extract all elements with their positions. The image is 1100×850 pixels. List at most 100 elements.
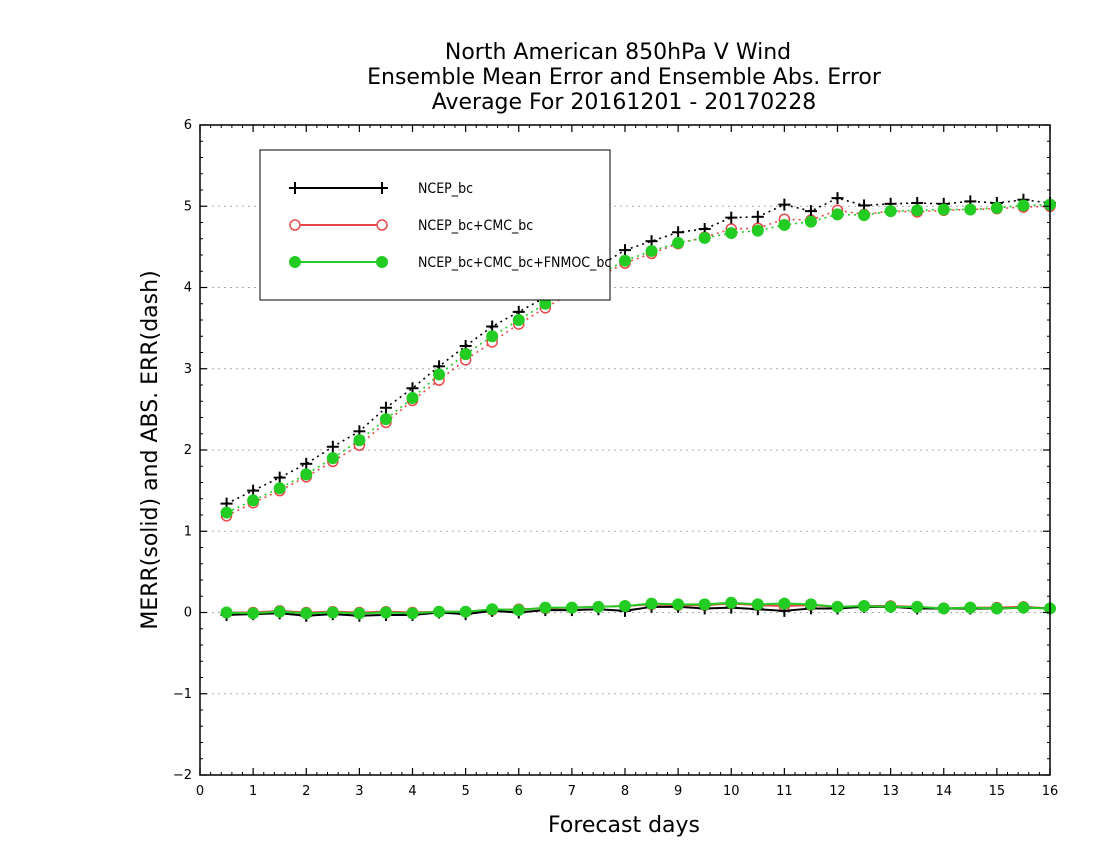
abs-err-point: [831, 208, 844, 221]
y-tick-label: 6: [184, 118, 192, 133]
abs-err-point: [379, 401, 392, 414]
abs-err-point: [619, 254, 631, 267]
abs-err-point: [273, 482, 286, 495]
chart-period: Average For 20161201 - 20170228: [432, 90, 817, 115]
abs-err-point: [858, 209, 871, 222]
abs-err-point: [353, 434, 366, 447]
mean-err-point: [592, 600, 605, 613]
mean-err-point: [406, 607, 419, 620]
mean-err-point: [831, 600, 844, 613]
abs-err-point: [804, 205, 817, 218]
abs-err-point: [698, 231, 711, 244]
abs-err-point: [884, 205, 897, 218]
x-tick-label: 12: [829, 784, 846, 799]
abs-err-point: [911, 204, 924, 217]
abs-err-point: [326, 452, 339, 465]
legend-label: NCEP_bc+CMC_bc+FNMOC_bc: [418, 255, 611, 271]
abs-err-point: [1017, 199, 1030, 212]
mean-err-point: [619, 600, 631, 612]
abs-err-point: [486, 330, 499, 343]
mean-err-point: [751, 598, 764, 611]
mean-err-point: [672, 598, 685, 611]
y-tick-label: 4: [184, 281, 192, 296]
y-tick-label: 1: [184, 524, 192, 539]
abs-err-point: [725, 227, 738, 240]
x-tick-label: 6: [515, 784, 523, 799]
mean-err-point: [937, 602, 950, 615]
abs-err-point: [300, 468, 313, 481]
abs-err-point: [300, 457, 313, 470]
mean-err-point: [300, 607, 313, 620]
x-tick-label: 1: [249, 784, 257, 799]
abs-err-point: [406, 392, 419, 404]
mean-err-point: [990, 602, 1003, 615]
x-tick-label: 0: [196, 784, 204, 799]
x-tick-label: 15: [989, 784, 1006, 799]
mean-err-point: [220, 606, 233, 619]
chart-subtitle: Ensemble Mean Error and Ensemble Abs. Er…: [367, 65, 882, 90]
abs-err-point: [619, 244, 631, 257]
mean-err-point: [964, 601, 977, 614]
abs-err-point: [751, 224, 764, 237]
abs-err-point: [645, 244, 658, 257]
legend: NCEP_bc NCEP_bc+CMC_bc NCEP_bc+CMC_bc+FNMO…: [259, 149, 611, 301]
legend-marker: [376, 182, 388, 194]
y-tick-label: 0: [184, 606, 192, 621]
abs-err-point: [990, 201, 1003, 214]
mean-err-point: [698, 598, 711, 611]
abs-err-point: [512, 314, 525, 326]
abs-err-point: [778, 198, 791, 211]
mean-err-point: [459, 605, 472, 618]
mean-err-point: [512, 604, 525, 617]
legend-marker: [376, 256, 388, 268]
chart-title: North American 850hPa V Wind: [445, 40, 791, 65]
x-tick-label: 16: [1042, 784, 1059, 799]
abs-err-point: [433, 368, 446, 381]
abs-err-point: [937, 203, 950, 216]
legend-marker: [289, 256, 301, 268]
mean-err-point: [486, 603, 499, 616]
grid: [200, 205, 1050, 695]
mean-err-point: [433, 605, 446, 618]
legend-marker: [376, 219, 388, 231]
x-tick-label: 11: [776, 784, 793, 799]
legend-label: NCEP_bc+CMC_bc: [418, 218, 533, 234]
y-axis-label: MERR(solid) and ABS. ERR(dash): [138, 270, 163, 629]
legend-marker: [289, 219, 301, 231]
abs-err-point: [326, 440, 339, 453]
abs-err-point: [804, 215, 817, 228]
legend-label: NCEP_bc: [418, 181, 473, 197]
abs-err-point: [379, 413, 392, 426]
abs-err-point: [247, 494, 260, 507]
mean-err-point: [379, 606, 392, 619]
x-tick-label: 10: [723, 784, 740, 799]
abs-err-point: [725, 211, 738, 224]
mean-err-point: [858, 600, 871, 612]
x-tick-label: 9: [674, 784, 682, 799]
x-tick-label: 14: [935, 784, 952, 799]
abs-err-point: [459, 348, 472, 361]
y-tick-label: 3: [184, 362, 192, 377]
abs-err-point: [672, 236, 685, 249]
x-tick-label: 5: [461, 784, 469, 799]
y-tick-label: 5: [184, 199, 192, 214]
abs-err-point: [831, 192, 844, 205]
mean-err-point: [778, 597, 791, 610]
x-tick-label: 2: [302, 784, 310, 799]
mean-err-point: [273, 605, 286, 618]
mean-err-point: [353, 607, 366, 620]
mean-err-point: [804, 598, 817, 611]
x-tick-label: 4: [408, 784, 416, 799]
x-axis-label: Forecast days: [548, 813, 700, 838]
mean-err-point: [326, 606, 339, 619]
abs-err-point: [672, 226, 685, 239]
x-tick-label: 13: [882, 784, 899, 799]
abs-err-point: [964, 203, 977, 216]
mean-err-point: [1017, 601, 1030, 614]
mean-err-point: [539, 601, 552, 614]
abs-err-point: [778, 218, 791, 231]
abs-err-point: [273, 471, 286, 484]
mean-err-point: [565, 601, 578, 614]
mean-err-point: [247, 607, 260, 620]
